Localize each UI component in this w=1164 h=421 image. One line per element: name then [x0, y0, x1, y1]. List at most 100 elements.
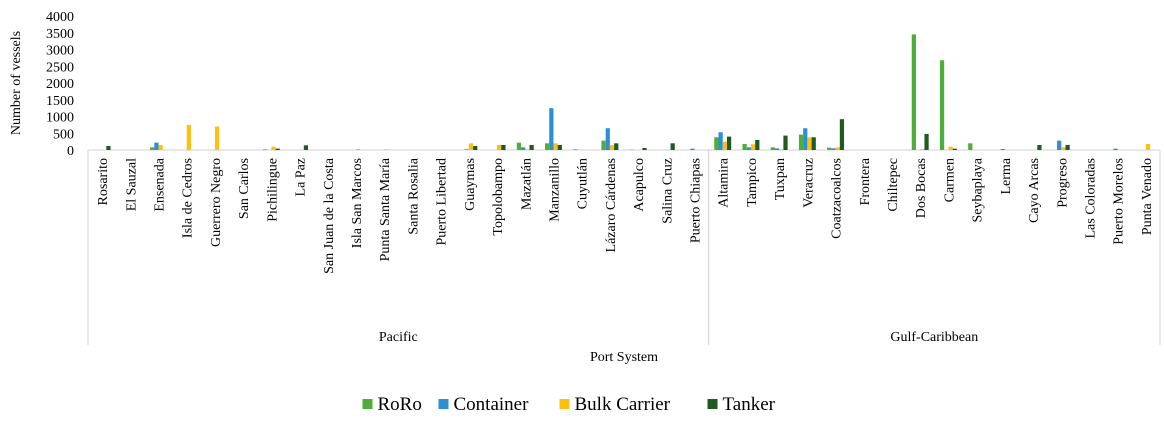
y-tick-label: 4000 [46, 10, 74, 25]
bar [497, 145, 501, 150]
x-tick-label: Altamira [717, 157, 732, 208]
x-tick-label: Pichilingue [265, 158, 280, 222]
y-tick-label: 2000 [46, 77, 74, 92]
bar [783, 136, 787, 150]
bar [1037, 145, 1041, 150]
bar [1065, 145, 1069, 150]
x-tick-label: Tampico [745, 158, 760, 207]
x-axis-title: Port System [590, 350, 658, 365]
x-tick-label: Lázaro Cárdenas [604, 158, 619, 252]
legend-label: Container [454, 394, 530, 415]
y-tick-label: 3000 [46, 44, 74, 59]
bar [690, 149, 694, 150]
bar [159, 145, 163, 150]
bar [304, 145, 308, 150]
x-tick-label: Cayo Arcas [1027, 158, 1042, 223]
bar [384, 149, 388, 150]
x-tick-label: Progreso [1055, 158, 1070, 208]
x-tick-label: Isla San Marcos [350, 158, 365, 248]
bar [517, 143, 521, 150]
x-tick-label: Coatzacoalcos [830, 158, 845, 239]
x-tick-label: Veracruz [801, 158, 816, 208]
x-tick-label: San Carlos [237, 158, 252, 219]
bar [150, 147, 154, 150]
legend-swatch [363, 399, 373, 409]
bar [747, 147, 751, 150]
x-tick-label: Dos Bocas [914, 158, 929, 218]
bar [525, 149, 529, 150]
bar [529, 145, 533, 150]
x-tick-label: Lerma [999, 157, 1014, 194]
x-tick-label: Topolobampo [491, 158, 506, 236]
bar [799, 135, 803, 150]
bar [953, 149, 957, 150]
bar [779, 149, 783, 150]
bar [771, 147, 775, 150]
bar [755, 140, 759, 150]
bar [549, 108, 553, 150]
legend-swatch [439, 399, 449, 409]
bar [545, 143, 549, 150]
bar [714, 137, 718, 150]
bar [671, 143, 675, 150]
bar [840, 119, 844, 150]
y-tick-label: 500 [53, 127, 74, 142]
y-tick-label: 1500 [46, 94, 74, 109]
x-tick-label: La Paz [294, 158, 309, 196]
group-label: Pacific [379, 330, 418, 345]
x-tick-label: Guerrero Negro [209, 158, 224, 247]
x-tick-label: Rosarito [96, 158, 111, 205]
bar [553, 143, 557, 150]
x-tick-label: Punta Santa María [378, 157, 393, 261]
bar [1061, 147, 1065, 150]
bar [271, 147, 275, 150]
bar [356, 149, 360, 150]
x-tick-label: Punta Venado [1140, 158, 1155, 235]
x-tick-label: Guaymas [463, 158, 478, 211]
bar [469, 143, 473, 150]
x-tick-label: Puerto Libertad [435, 158, 450, 245]
x-tick-label: Seybaplaya [971, 157, 986, 222]
x-tick-label: Tuxpan [773, 158, 788, 200]
x-tick-label: Frontera [858, 157, 873, 205]
x-tick-label: Puerto Chiapas [689, 158, 704, 243]
bar [473, 146, 477, 150]
y-tick-label: 2500 [46, 60, 74, 75]
bar [807, 137, 811, 150]
bar [751, 144, 755, 150]
bar [1113, 149, 1117, 150]
bar [912, 34, 916, 150]
bar [215, 127, 219, 150]
x-tick-label: El Sauzal [124, 158, 139, 211]
bar [924, 134, 928, 150]
x-tick-label: Puerto Morelos [1112, 158, 1127, 245]
bar [106, 146, 110, 150]
x-tick-label: Salina Cruz [660, 158, 675, 224]
bar [1057, 141, 1061, 150]
bar [968, 143, 972, 150]
bar [558, 145, 562, 150]
bar [727, 137, 731, 150]
x-tick-label: Santa Rosalia [406, 157, 421, 234]
bar [831, 148, 835, 150]
x-tick-label: Carmen [942, 158, 957, 202]
x-tick-label: Las Coloradas [1083, 158, 1098, 238]
bar [812, 137, 816, 150]
y-tick-label: 3500 [46, 27, 74, 42]
bar [719, 132, 723, 150]
bar [742, 144, 746, 150]
bar [465, 149, 469, 150]
bar [276, 149, 280, 150]
bar [614, 143, 618, 150]
legend-label: Bulk Carrier [575, 394, 671, 415]
bar [1146, 144, 1150, 150]
bar [723, 142, 727, 150]
bar [263, 149, 267, 150]
bar [606, 128, 610, 150]
bar [920, 149, 924, 150]
bar [521, 147, 525, 150]
bar [501, 145, 505, 150]
x-tick-label: Ensenada [153, 157, 168, 211]
x-tick-label: Chiltepec [886, 158, 901, 212]
